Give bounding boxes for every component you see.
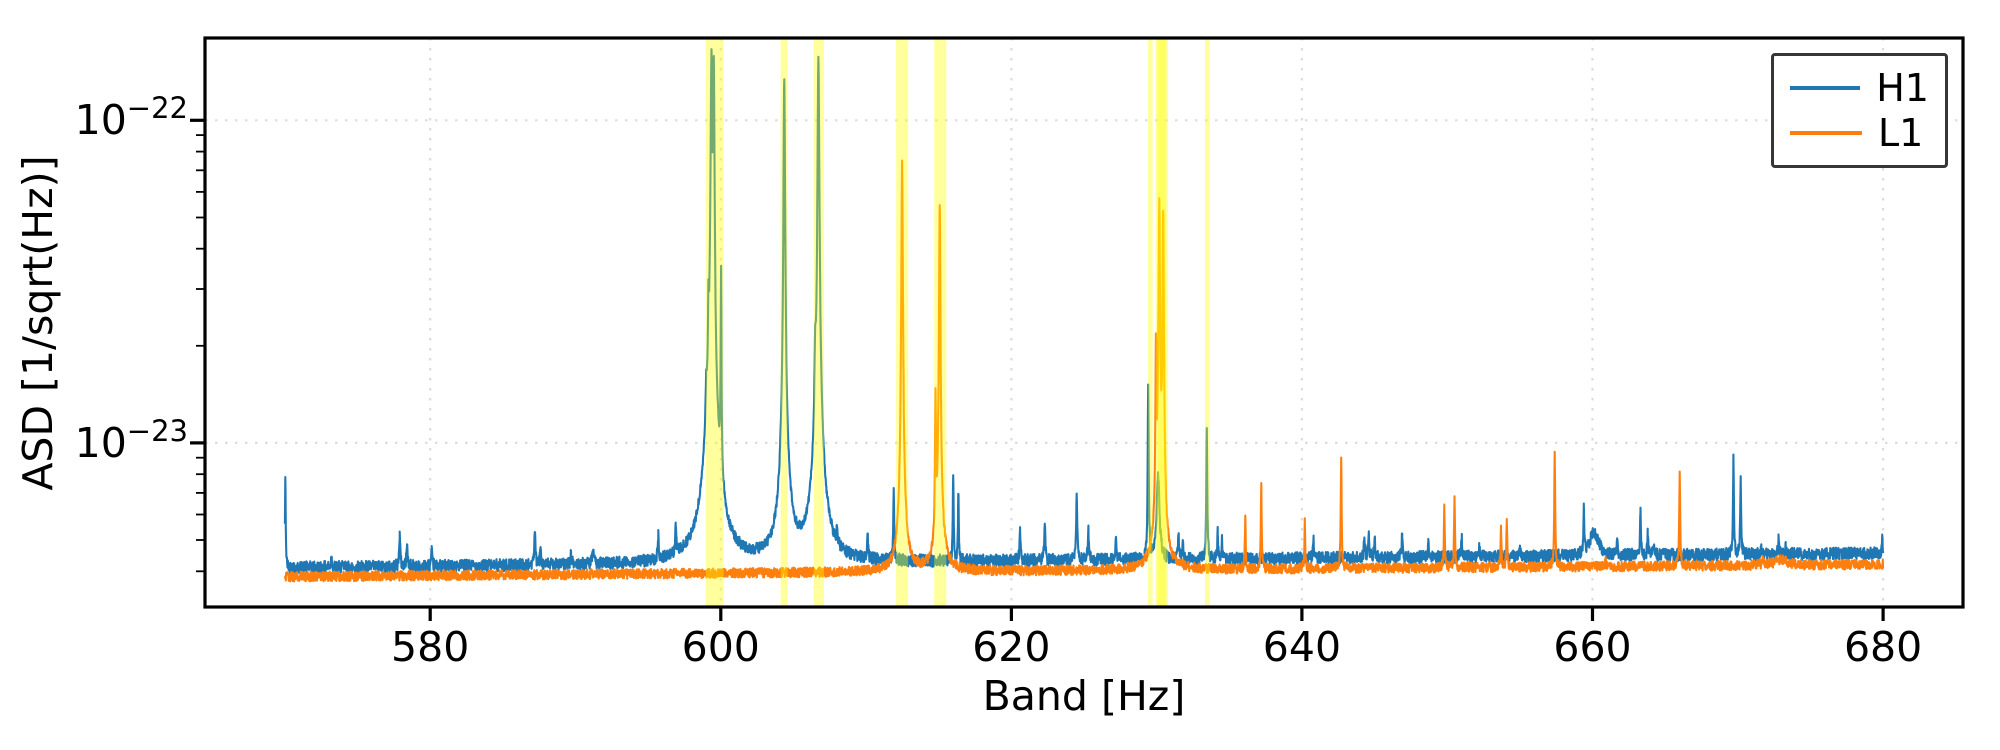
legend: H1 L1 (1771, 53, 1948, 168)
y-tick-label-1e−22: 10−22 (74, 91, 188, 145)
x-tick-label-660: 660 (1553, 623, 1632, 671)
x-tick-label-640: 640 (1262, 623, 1342, 671)
x-tick-label-620: 620 (972, 623, 1051, 671)
highlight-band (934, 38, 947, 607)
series-line-h1 (283, 48, 1885, 575)
highlight-band (705, 38, 724, 607)
x-tick-label-600: 600 (681, 623, 760, 671)
highlight-band (1148, 38, 1153, 607)
highlight-band (1157, 38, 1167, 607)
highlight-band (1155, 38, 1169, 607)
highlight-band (896, 38, 909, 607)
series-line-l1 (283, 159, 1885, 583)
legend-label-h1: H1 (1876, 66, 1929, 110)
highlight-band (780, 38, 788, 607)
y-tick-label-1e−23: 10−23 (74, 413, 188, 467)
y-axis-label: ASD [1/sqrt(Hz)] (14, 154, 62, 491)
legend-line-sample-h1 (1790, 86, 1861, 90)
legend-item-l1: L1 (1790, 114, 1929, 152)
legend-item-h1: H1 (1790, 69, 1929, 107)
x-tick-label-580: 580 (391, 623, 470, 671)
x-axis-label: Band [Hz] (982, 672, 1186, 720)
axis-ticks (190, 118, 1885, 621)
highlight-band (1204, 38, 1210, 607)
x-tick-label-680: 680 (1843, 623, 1923, 671)
legend-label-l1: L1 (1878, 111, 1924, 155)
legend-line-sample-l1 (1790, 131, 1862, 135)
axes-frame (203, 36, 1965, 609)
highlight-bands (705, 38, 1210, 607)
highlight-band (813, 38, 824, 607)
